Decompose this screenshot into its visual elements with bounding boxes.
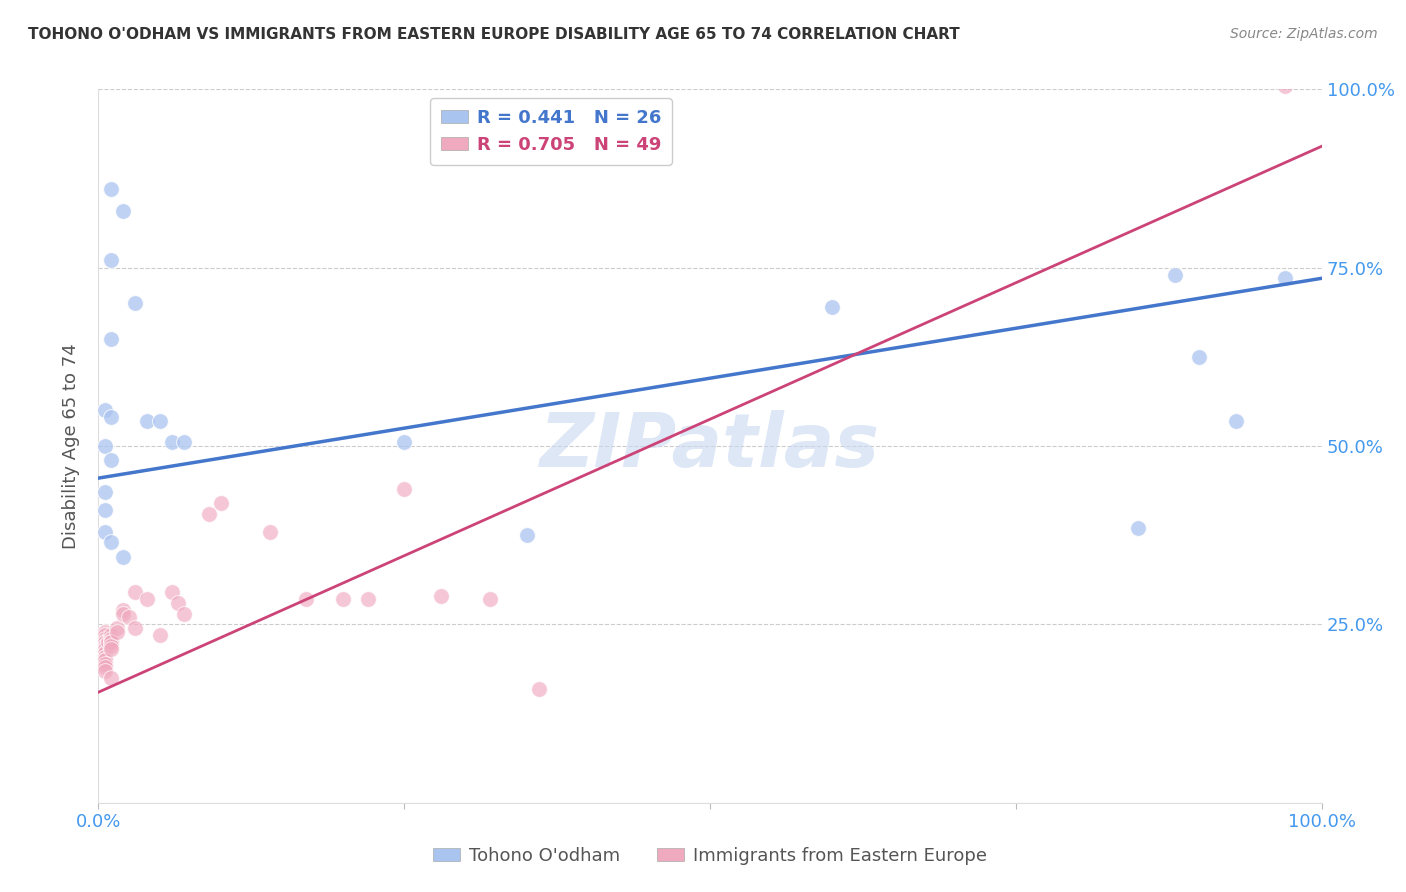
Point bbox=[111, 549, 134, 564]
Point bbox=[124, 585, 146, 599]
Point bbox=[97, 635, 120, 649]
Point bbox=[160, 435, 183, 450]
Point bbox=[259, 524, 281, 539]
Point bbox=[149, 414, 172, 428]
Point bbox=[167, 596, 190, 610]
Point bbox=[111, 603, 134, 617]
Text: TOHONO O'ODHAM VS IMMIGRANTS FROM EASTERN EUROPE DISABILITY AGE 65 TO 74 CORRELA: TOHONO O'ODHAM VS IMMIGRANTS FROM EASTER… bbox=[28, 27, 960, 42]
Point bbox=[93, 439, 115, 453]
Point bbox=[100, 639, 122, 653]
Point bbox=[1274, 78, 1296, 93]
Point bbox=[111, 607, 134, 621]
Point bbox=[124, 621, 146, 635]
Point bbox=[93, 657, 115, 671]
Point bbox=[100, 632, 122, 646]
Point bbox=[93, 624, 115, 639]
Text: Source: ZipAtlas.com: Source: ZipAtlas.com bbox=[1230, 27, 1378, 41]
Point bbox=[100, 410, 122, 425]
Point bbox=[1188, 350, 1211, 364]
Point bbox=[295, 592, 318, 607]
Text: ZIPatlas: ZIPatlas bbox=[540, 409, 880, 483]
Point bbox=[93, 660, 115, 674]
Point bbox=[93, 503, 115, 517]
Point bbox=[93, 635, 115, 649]
Point bbox=[100, 635, 122, 649]
Point bbox=[93, 639, 115, 653]
Point bbox=[93, 653, 115, 667]
Point bbox=[93, 642, 115, 657]
Point bbox=[1225, 414, 1247, 428]
Point bbox=[1164, 268, 1187, 282]
Point bbox=[100, 535, 122, 549]
Point bbox=[100, 642, 122, 657]
Point bbox=[332, 592, 354, 607]
Point bbox=[197, 507, 219, 521]
Point bbox=[100, 628, 122, 642]
Point bbox=[93, 635, 115, 649]
Legend: Tohono O'odham, Immigrants from Eastern Europe: Tohono O'odham, Immigrants from Eastern … bbox=[426, 840, 994, 872]
Point bbox=[100, 635, 122, 649]
Point bbox=[173, 607, 195, 621]
Point bbox=[515, 528, 537, 542]
Point bbox=[100, 182, 122, 196]
Point bbox=[93, 642, 115, 657]
Point bbox=[527, 681, 550, 696]
Point bbox=[105, 624, 128, 639]
Point bbox=[93, 653, 115, 667]
Point bbox=[100, 671, 122, 685]
Point bbox=[93, 639, 115, 653]
Point bbox=[93, 649, 115, 664]
Point bbox=[93, 485, 115, 500]
Point bbox=[93, 524, 115, 539]
Point bbox=[93, 646, 115, 660]
Point bbox=[93, 649, 115, 664]
Point bbox=[478, 592, 501, 607]
Point bbox=[100, 253, 122, 268]
Point bbox=[1128, 521, 1150, 535]
Point bbox=[356, 592, 378, 607]
Point bbox=[209, 496, 232, 510]
Point bbox=[821, 300, 844, 314]
Point bbox=[118, 610, 141, 624]
Point bbox=[392, 435, 416, 450]
Point bbox=[100, 453, 122, 467]
Point bbox=[93, 628, 115, 642]
Point bbox=[93, 646, 115, 660]
Point bbox=[1274, 271, 1296, 285]
Point bbox=[93, 664, 115, 678]
Point bbox=[136, 414, 159, 428]
Point bbox=[136, 592, 159, 607]
Point bbox=[430, 589, 453, 603]
Point bbox=[93, 632, 115, 646]
Point bbox=[111, 203, 134, 218]
Point bbox=[173, 435, 195, 450]
Point bbox=[100, 332, 122, 346]
Point bbox=[124, 296, 146, 310]
Point bbox=[149, 628, 172, 642]
Point bbox=[105, 621, 128, 635]
Point bbox=[392, 482, 416, 496]
Point bbox=[93, 403, 115, 417]
Point bbox=[160, 585, 183, 599]
Y-axis label: Disability Age 65 to 74: Disability Age 65 to 74 bbox=[62, 343, 80, 549]
